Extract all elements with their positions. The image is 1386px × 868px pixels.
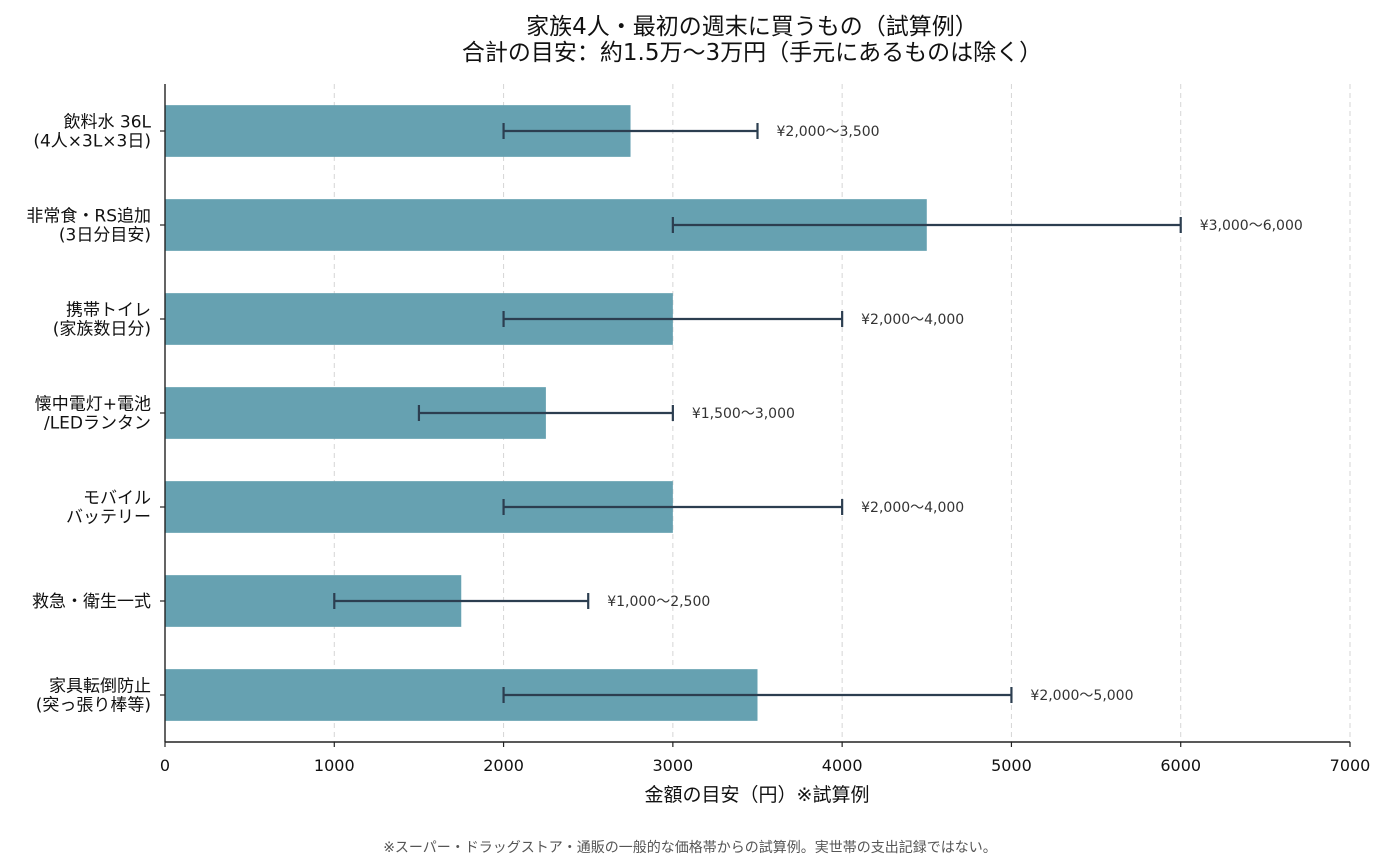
y-tick-label: 非常食・RS追加(3日分目安) (26, 207, 151, 246)
x-tick-label: 7000 (1330, 756, 1371, 775)
chart-title: 家族4人・最初の週末に買うもの（試算例） (526, 14, 978, 40)
x-axis-label: 金額の目安（円）※試算例 (645, 784, 870, 806)
y-tick-label: 飲料水 36L (4人×3L×3日) (33, 113, 151, 152)
axes (160, 84, 1351, 747)
x-tick-label: 6000 (1160, 756, 1201, 775)
x-tick-label: 5000 (991, 756, 1032, 775)
y-tick-labels: 飲料水 36L (4人×3L×3日) 非常食・RS追加(3日分目安) 携帯トイレ(家族… (26, 113, 151, 716)
error-bars (333, 123, 1182, 703)
range-label: ¥2,000〜3,500 (777, 124, 880, 140)
range-label: ¥3,000〜6,000 (1200, 218, 1303, 234)
range-label: ¥1,000〜2,500 (607, 594, 710, 610)
footnote: ※スーパー・ドラッグストア・通販の一般的な価格帯からの試算例。実世帯の支出記録で… (383, 839, 997, 856)
y-tick-label: 家具転倒防止(突っ張り棒等) (36, 677, 151, 716)
y-tick-label: 懐中電灯+電池/LEDランタン (35, 395, 151, 434)
range-label: ¥2,000〜4,000 (861, 500, 964, 516)
y-tick-label: 救急・衛生一式 (32, 592, 151, 612)
y-tick-label: 携帯トイレ(家族数日分) (53, 301, 151, 340)
x-tick-label: 2000 (483, 756, 524, 775)
x-tick-label: 4000 (822, 756, 863, 775)
range-label: ¥2,000〜4,000 (861, 312, 964, 328)
x-tick-labels: 0 1000 2000 3000 4000 5000 6000 7000 (160, 756, 1370, 775)
range-label: ¥1,500〜3,000 (692, 406, 795, 422)
range-labels: ¥2,000〜3,500 ¥3,000〜6,000 ¥2,000〜4,000 ¥1,5… (607, 124, 1303, 704)
chart-subtitle: 合計の目安：約1.5万〜3万円（手元にあるものは除く） (462, 40, 1042, 66)
range-label: ¥2,000〜5,000 (1030, 688, 1133, 704)
x-tick-label: 0 (160, 756, 170, 775)
x-tick-label: 3000 (652, 756, 693, 775)
y-tick-label: モバイルバッテリー (66, 489, 151, 528)
x-tick-label: 1000 (314, 756, 355, 775)
